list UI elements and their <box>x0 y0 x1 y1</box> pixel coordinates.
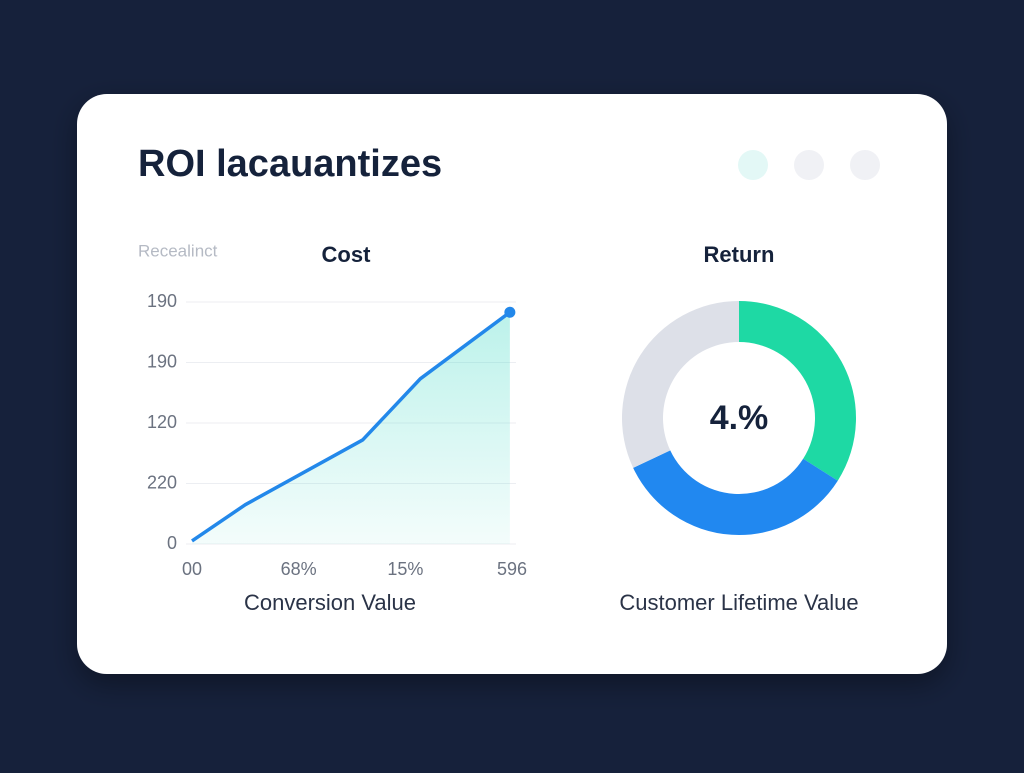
y-tick-label: 190 <box>147 291 177 311</box>
area <box>192 312 510 544</box>
chart-title: Return <box>704 242 775 267</box>
end-point <box>504 306 516 318</box>
donut-segment <box>622 301 739 468</box>
x-tick-label: 596 <box>497 559 527 579</box>
y-tick-label: 220 <box>147 472 177 492</box>
y-axis-label: Recealinct <box>138 241 218 260</box>
y-tick-label: 0 <box>167 533 177 553</box>
window-dot[interactable] <box>850 150 880 180</box>
donut-segment <box>739 301 856 481</box>
window-dot[interactable] <box>738 150 768 180</box>
line <box>191 310 511 543</box>
x-axis-label: Conversion Value <box>244 590 416 615</box>
page-title: ROI lacauantizes <box>138 143 442 185</box>
x-tick-label: 15% <box>387 559 423 579</box>
x-axis-label: Customer Lifetime Value <box>619 590 858 615</box>
chart-title: Cost <box>322 242 372 267</box>
x-tick-label: 00 <box>182 559 202 579</box>
donut-segment <box>633 450 838 535</box>
y-tick-label: 190 <box>147 351 177 371</box>
y-tick-label: 120 <box>147 412 177 432</box>
window-dot[interactable] <box>794 150 824 180</box>
center-label: 4.% <box>710 399 769 437</box>
x-tick-label: 68% <box>281 559 317 579</box>
